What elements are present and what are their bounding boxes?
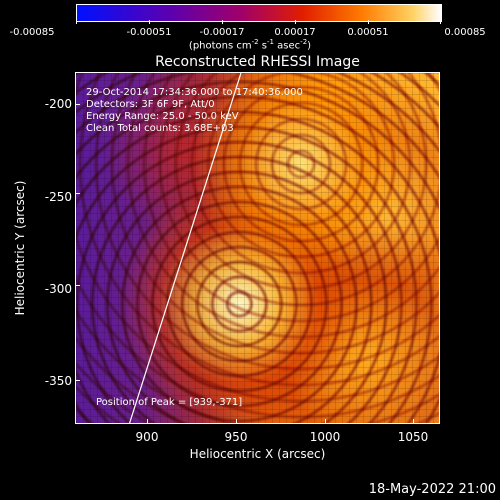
- info-energy-range: Energy Range: 25.0 - 50.0 keV: [86, 111, 239, 122]
- image-pixel-grid: [76, 73, 439, 423]
- image-plot-area: 29-Oct-2014 17:34:36.000 to 17:40:36.000…: [75, 72, 440, 424]
- x-tickmark: [147, 419, 148, 424]
- colorbar-tickmark: [295, 20, 296, 24]
- y-tickmark: [75, 193, 80, 194]
- y-tick-label: -350: [44, 374, 72, 388]
- y-tick-label: -200: [44, 97, 72, 111]
- colorbar: [76, 4, 442, 22]
- y-tick-label: -250: [44, 190, 72, 204]
- colorbar-tick-label: 0.00085: [444, 27, 486, 38]
- x-tickmark: [325, 419, 326, 424]
- image-ring-artifacts: [76, 73, 439, 423]
- y-tickmark: [75, 285, 80, 286]
- x-tick-label: 900: [135, 430, 159, 444]
- colorbar-tickmark: [76, 20, 77, 24]
- overlay-layer: [129, 73, 242, 423]
- peak-position-label: Position of Peak = [939,-371]: [96, 397, 243, 408]
- info-clean-counts: Clean Total counts: 3.68E+03: [86, 123, 234, 134]
- plot-title: Reconstructed RHESSI Image: [155, 54, 360, 70]
- colorbar-tickmark: [222, 20, 223, 24]
- x-tick-label: 1050: [397, 430, 429, 444]
- x-axis-label: Heliocentric X (arcsec): [189, 447, 326, 461]
- y-axis-label: Heliocentric Y (arcsec): [13, 180, 27, 316]
- colorbar-tickmark: [149, 20, 150, 24]
- y-tickmark: [75, 104, 80, 105]
- colorbar-tick-label: 0.00017: [274, 27, 316, 38]
- x-tickmark: [413, 419, 414, 424]
- info-detectors: Detectors: 3F 6F 9F, Att/0: [86, 99, 215, 110]
- x-tickmark: [236, 419, 237, 424]
- colorbar-tick-label: -0.00085: [9, 27, 55, 38]
- x-tick-label: 1000: [309, 430, 341, 444]
- y-tick-label: -300: [44, 282, 72, 296]
- colorbar-tick-label: 0.00051: [347, 27, 389, 38]
- render-timestamp: 18-May-2022 21:00: [368, 482, 496, 497]
- colorbar-tickmark: [440, 20, 441, 24]
- colorbar-units-label: (photons cm-2 s-1 asec-2): [188, 38, 312, 52]
- y-tickmark: [75, 380, 80, 381]
- solar-limb-line: [129, 73, 242, 423]
- x-tick-label: 950: [224, 430, 248, 444]
- info-time-range: 29-Oct-2014 17:34:36.000 to 17:40:36.000: [86, 87, 303, 98]
- colorbar-tick-label: -0.00017: [199, 27, 245, 38]
- colorbar-tickmark: [368, 20, 369, 24]
- colorbar-tick-label: -0.00051: [126, 27, 172, 38]
